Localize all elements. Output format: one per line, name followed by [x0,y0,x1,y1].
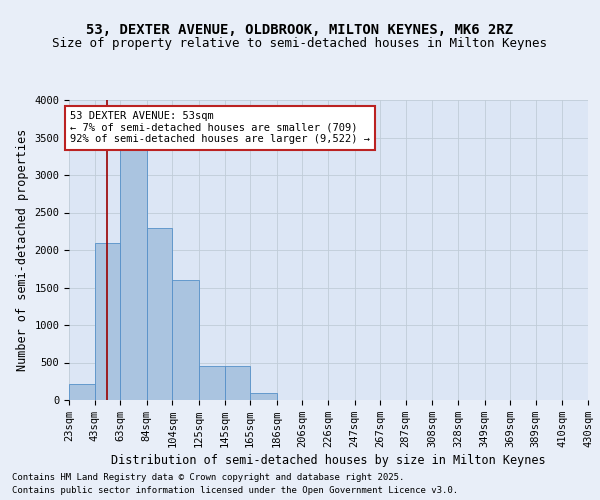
Text: Contains public sector information licensed under the Open Government Licence v3: Contains public sector information licen… [12,486,458,495]
Bar [120,128,147,400]
Text: Size of property relative to semi-detached houses in Milton Keynes: Size of property relative to semi-detach… [53,38,548,51]
Bar [172,280,199,400]
Text: 53 DEXTER AVENUE: 53sqm
← 7% of semi-detached houses are smaller (709)
92% of se: 53 DEXTER AVENUE: 53sqm ← 7% of semi-det… [70,112,370,144]
X-axis label: Distribution of semi-detached houses by size in Milton Keynes: Distribution of semi-detached houses by … [111,454,546,467]
Bar [69,384,95,400]
Bar [224,366,250,400]
Bar [250,392,277,400]
Text: 53, DEXTER AVENUE, OLDBROOK, MILTON KEYNES, MK6 2RZ: 53, DEXTER AVENUE, OLDBROOK, MILTON KEYN… [86,22,514,36]
Bar [95,242,120,400]
Text: Contains HM Land Registry data © Crown copyright and database right 2025.: Contains HM Land Registry data © Crown c… [12,474,404,482]
Bar [147,228,172,400]
Bar [199,366,224,400]
Y-axis label: Number of semi-detached properties: Number of semi-detached properties [16,129,29,371]
